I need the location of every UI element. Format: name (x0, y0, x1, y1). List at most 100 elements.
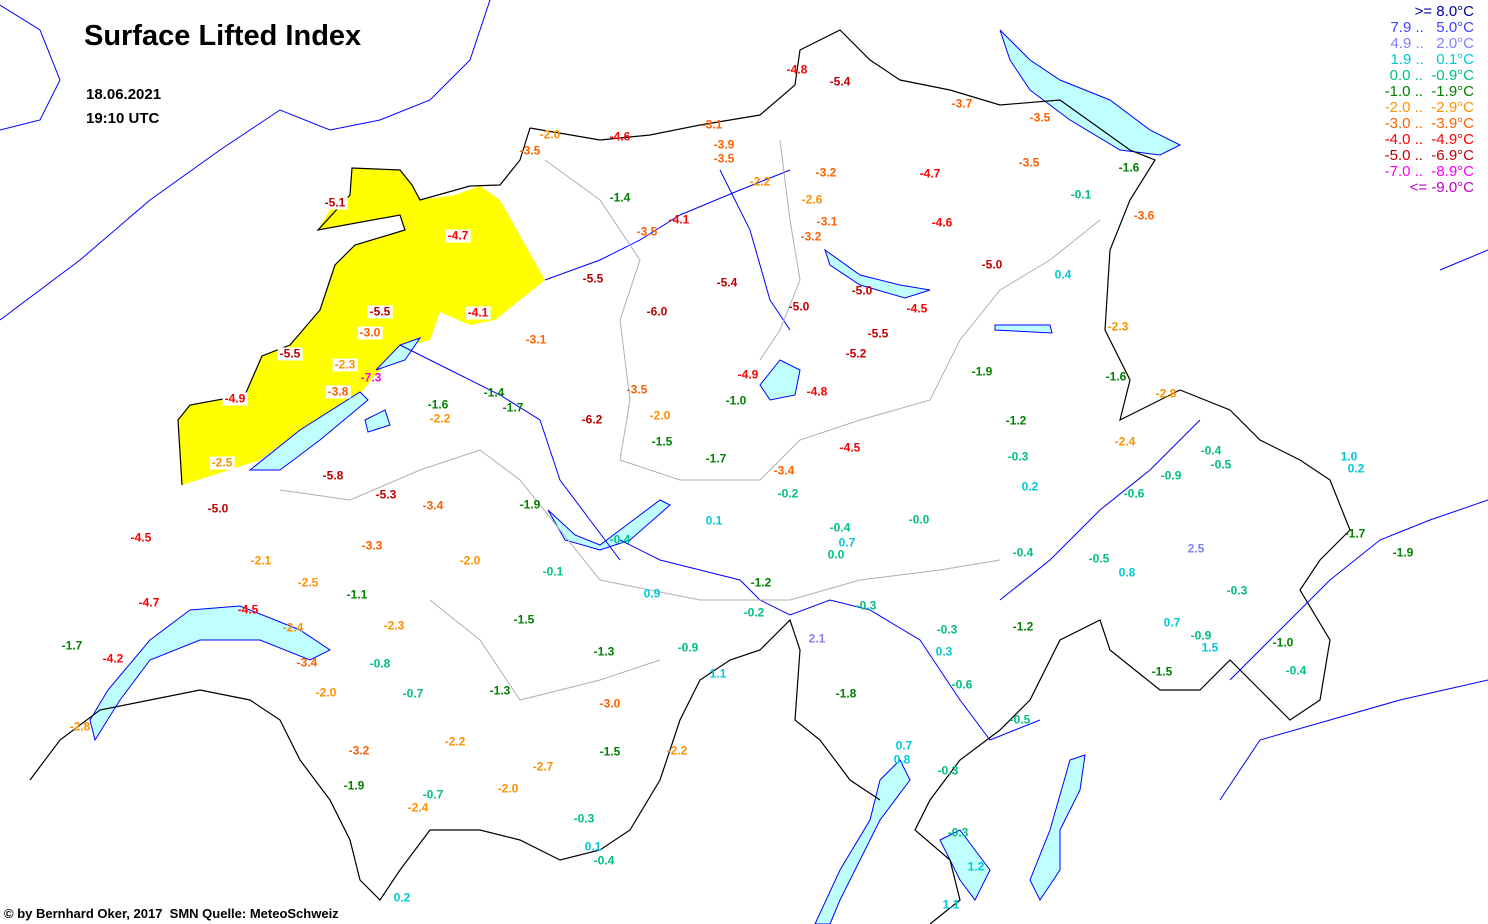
station-value: -4.7 (445, 228, 471, 243)
station-value: -5.4 (716, 275, 738, 290)
station-value: -5.4 (829, 74, 851, 89)
station-value: -1.5 (599, 744, 621, 759)
station-value: -1.9 (971, 364, 993, 379)
country-border (29, 29, 1351, 924)
station-value: -0.0 (908, 512, 930, 527)
station-value: -3.2 (815, 165, 837, 180)
station-value: -0.4 (609, 532, 631, 547)
station-value: -0.3 (936, 622, 958, 637)
station-value: -3.1 (816, 214, 838, 229)
station-value: -0.6 (1123, 486, 1145, 501)
station-value: -2.0 (649, 408, 671, 423)
station-value: -0.3 (855, 598, 877, 613)
station-value: -0.1 (1070, 187, 1092, 202)
station-value: -3.2 (800, 229, 822, 244)
station-value: -5.3 (375, 487, 397, 502)
station-value: 0.1 (705, 513, 723, 528)
legend-entry: >= 8.0°C (1414, 3, 1474, 20)
station-value: -2.5 (297, 575, 319, 590)
station-value: 1.5 (1201, 640, 1219, 655)
station-value: 0.3 (935, 644, 953, 659)
station-value: -2.3 (1107, 319, 1129, 334)
station-value: 0.9 (643, 586, 661, 601)
station-value: -1.3 (489, 683, 511, 698)
station-value: -0.5 (1088, 551, 1110, 566)
rivers (0, 0, 1488, 801)
station-value: -2.2 (444, 734, 466, 749)
legend-entry: 7.9 .. 5.0°C (1390, 19, 1474, 36)
station-value: -1.6 (427, 397, 449, 412)
station-value: -5.5 (277, 346, 303, 361)
station-value: -2.3 (383, 618, 405, 633)
station-value: -2.4 (407, 800, 429, 815)
station-value: 0.2 (393, 890, 411, 905)
station-value: -5.0 (788, 299, 810, 314)
station-value: 0.7 (1163, 615, 1181, 630)
map-date: 18.06.2021 (86, 86, 162, 103)
station-value: -4.5 (839, 440, 861, 455)
station-value: -2.8 (69, 719, 91, 734)
station-value: -0.1 (542, 564, 564, 579)
station-value: 2.5 (1187, 541, 1205, 556)
station-value: -3.5 (1018, 155, 1040, 170)
station-value: -3.8 (325, 384, 351, 399)
station-value: -2.8 (1155, 386, 1177, 401)
station-value: -3.4 (773, 463, 795, 478)
station-value: -4.1 (668, 212, 690, 227)
station-value: -4.8 (786, 62, 808, 77)
station-value: -4.5 (130, 530, 152, 545)
station-value: -3.5 (519, 143, 541, 158)
station-value: 1.1 (942, 897, 960, 912)
station-value: -1.7 (502, 400, 524, 415)
station-value: -0.6 (951, 677, 973, 692)
station-value: -0.4 (1200, 443, 1222, 458)
station-value: -1.9 (519, 497, 541, 512)
legend-entry: -3.0 .. -3.9°C (1384, 115, 1474, 132)
station-value: -0.2 (743, 605, 765, 620)
station-value: -3.7 (951, 96, 973, 111)
station-value: -0.3 (947, 825, 969, 840)
station-value: -1.7 (705, 451, 727, 466)
station-value: -5.5 (867, 326, 889, 341)
copyright-footer: © by Bernhard Oker, 2017 SMN Quelle: Met… (4, 906, 339, 921)
station-value: -0.5 (1210, 457, 1232, 472)
station-value: -3.0 (357, 325, 383, 340)
legend-entry: 0.0 .. -0.9°C (1389, 67, 1474, 84)
station-value: -2.4 (1114, 434, 1136, 449)
station-value: -1.1 (346, 587, 368, 602)
station-value: 0.8 (893, 752, 911, 767)
station-value: -2.2 (749, 174, 771, 189)
station-value: -5.5 (582, 271, 604, 286)
station-value: -5.0 (981, 257, 1003, 272)
station-value: -0.3 (1007, 449, 1029, 464)
station-value: -1.2 (1012, 619, 1034, 634)
legend-entry: -4.0 .. -4.9°C (1384, 131, 1474, 148)
station-value: -4.6 (931, 215, 953, 230)
station-value: -5.0 (851, 283, 873, 298)
station-value: -3.1 (701, 117, 723, 132)
station-value: -2.1 (250, 553, 272, 568)
station-value: 1.2 (967, 859, 985, 874)
station-value: -3.0 (599, 696, 621, 711)
station-value: -1.7 (61, 638, 83, 653)
station-value: -1.9 (1392, 545, 1414, 560)
station-value: 0.2 (1347, 461, 1365, 476)
station-value: -2.2 (429, 411, 451, 426)
station-value: -4.7 (138, 595, 160, 610)
legend-entry: -5.0 .. -6.9°C (1384, 147, 1474, 164)
map-time: 19:10 UTC (86, 110, 160, 127)
station-value: -4.9 (222, 391, 248, 406)
station-value: -0.4 (593, 853, 615, 868)
station-value: -2.0 (459, 553, 481, 568)
station-value: -2.5 (209, 455, 235, 470)
station-value: -5.5 (367, 304, 393, 319)
canton-borders (279, 139, 1101, 701)
legend-entry: -1.0 .. -1.9°C (1384, 83, 1474, 100)
station-value: 0.2 (1021, 479, 1039, 494)
station-value: -1.4 (483, 385, 505, 400)
station-value: 1.0 (1340, 449, 1358, 464)
station-value: 0.4 (1054, 267, 1072, 282)
station-value: -1.0 (1272, 635, 1294, 650)
station-value: -0.7 (422, 787, 444, 802)
